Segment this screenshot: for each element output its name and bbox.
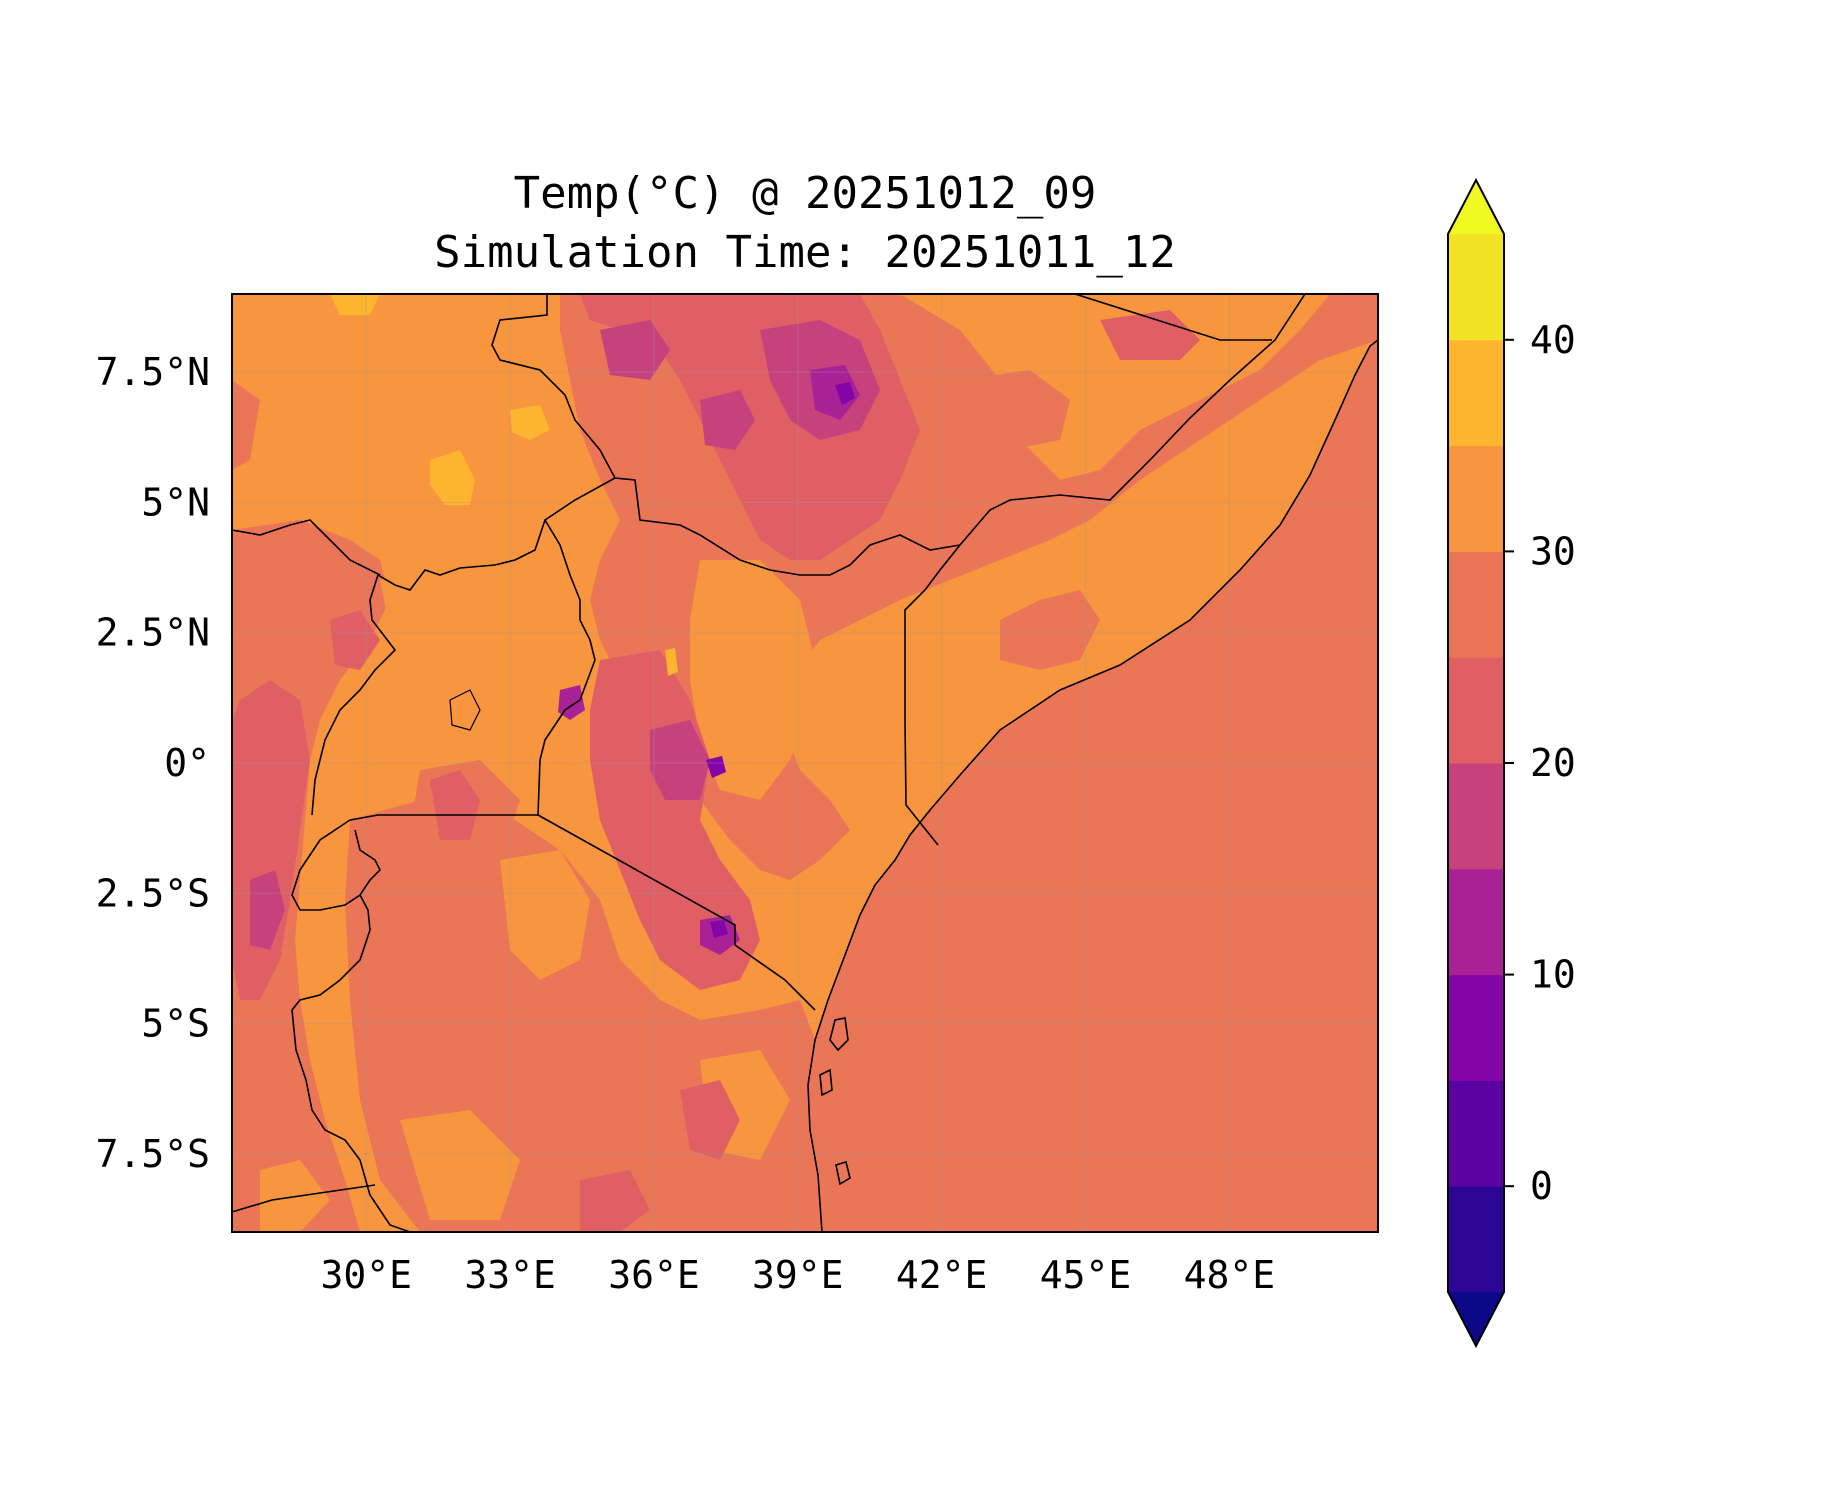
coastline [807,339,1378,1232]
border-tanzania-west [291,1009,411,1232]
border-drc-uganda [311,574,397,816]
land-cold-core [600,320,670,380]
colorbar-segment [1448,445,1504,552]
colorbar: 0 10 20 30 40 [1447,177,1576,1349]
colorbar-tick-label: 10 [1530,953,1576,997]
colorbar-segment [1448,1080,1504,1187]
map-panel [232,294,1378,1232]
longitude-ticks: 30°E 33°E 36°E 39°E 42°E 45°E 48°E [321,1253,1276,1297]
land-hot-spot [330,294,380,315]
lake-victoria-outline [449,689,481,731]
land-cool-zone [590,650,760,990]
pemba-island [835,1160,851,1186]
land-cold-core [250,870,285,950]
land-cold-core [710,920,728,938]
land-hot-zone [400,1110,520,1220]
land-cool-zone [430,770,480,840]
border-south-sudan-ethiopia [491,294,961,576]
land-hot-spot [665,648,678,676]
border-uganda-kenya-north [377,477,616,591]
border-drc-rwanda-burundi [291,819,381,911]
colorbar-segment [1448,763,1504,870]
country-borders [232,294,1378,1232]
border-kenya-somalia [904,544,961,846]
colorbar-tick-label: 40 [1530,318,1576,362]
lat-tick-label: 5°N [141,480,210,524]
colorbar-segment [1448,551,1504,658]
land-cold-core [650,720,710,800]
title-line-1: Temp(°C) @ 20251012_09 [514,168,1097,219]
lat-tick-label: 7.5°N [96,350,210,394]
land-warm-zone [960,370,1070,450]
colorbar-tick-label: 20 [1530,741,1576,785]
land-hot-zone [690,560,820,800]
lat-tick-label: 5°S [141,1002,210,1046]
colorbar-over-arrow [1448,180,1504,234]
colorbar-tick-label: 0 [1530,1164,1553,1208]
land-warm-zone [1000,590,1100,670]
land-cool-zone [580,1170,650,1232]
border-uganda-kenya [537,519,596,816]
colorbar-segment [1448,234,1504,341]
land-cold-core [700,390,755,450]
land-hot-spot [510,405,550,440]
title-line-2: Simulation Time: 20251011_12 [434,227,1176,278]
colorbar-outline [1447,177,1505,1349]
land-hot-zone [380,560,570,710]
border-zambia-tanzania [232,1184,376,1213]
lon-tick-label: 45°E [1040,1253,1132,1297]
colorbar-segment [1448,1186,1504,1293]
land-hot-zone [500,850,590,980]
lat-tick-label: 7.5°S [96,1132,210,1176]
land-cold-core [810,365,860,420]
map-frame [231,293,1379,1233]
latitude-ticks: 7.5°N 5°N 2.5°N 0° 2.5°S 5°S 7.5°S [96,350,210,1176]
lat-tick-label: 2.5°S [96,871,210,915]
land-cool-zone [330,610,380,670]
colorbar-tick-label: 30 [1530,529,1576,573]
colorbar-segment [1448,339,1504,447]
lon-tick-label: 30°E [321,1253,413,1297]
land-cool-zone [1100,310,1200,360]
border-drc-sudan [232,519,381,576]
land-cold-core [835,382,855,405]
border-burundi-tanzania [291,894,371,1011]
land-hot-spot [430,450,475,505]
lon-tick-label: 48°E [1184,1253,1276,1297]
lon-tick-label: 33°E [464,1253,556,1297]
colorbar-segment [1448,657,1504,764]
colorbar-under-arrow [1448,1292,1504,1346]
lon-tick-label: 39°E [752,1253,844,1297]
land-warm-zone [232,380,260,470]
land-cool-zone [680,1080,740,1160]
gridlines [232,294,1378,1232]
border-ethiopia-north [1074,294,1272,341]
lon-tick-label: 36°E [608,1253,700,1297]
mafia-island [819,1068,833,1097]
land-cold-core [706,756,726,778]
border-uganda-tanzania [349,814,538,821]
zanzibar-island [829,1017,849,1052]
lon-tick-label: 42°E [896,1253,988,1297]
border-kenya-tanzania [537,814,816,1011]
lat-tick-label: 2.5°N [96,611,210,655]
lat-tick-label: 0° [164,741,210,785]
border-ethiopia-somalia [959,294,1306,546]
colorbar-segment [1448,868,1504,976]
colorbar-segment [1448,974,1504,1081]
